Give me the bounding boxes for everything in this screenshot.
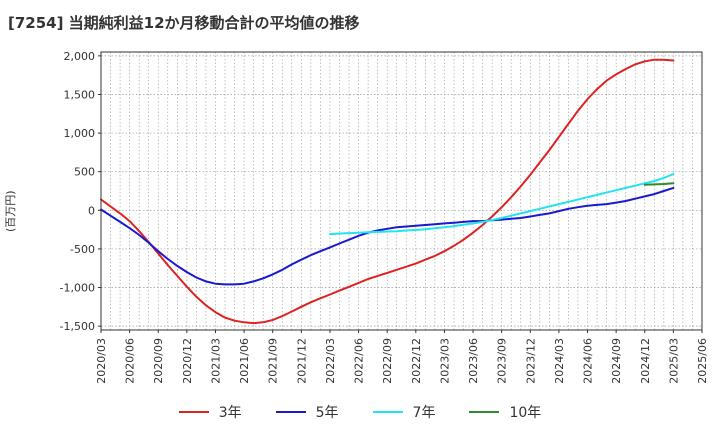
legend-label: 7年 [412,405,436,421]
legend-label: 5年 [315,405,339,421]
x-tick-label: 2024/12 [639,338,652,384]
x-tick-label: 2021/06 [238,338,251,384]
x-tick-label: 2022/06 [353,338,366,384]
legend-item: 5年 [275,402,339,422]
x-tick-label: 2022/12 [410,338,423,384]
series-line-10年 [643,182,675,186]
x-tick-label: 2020/06 [124,338,137,384]
y-tick-label: 1,000 [64,127,96,140]
series-line-3年 [100,58,675,325]
y-tick-label: 500 [74,166,95,179]
y-tick-label: -500 [70,243,95,256]
x-tick-label: 2023/12 [524,338,537,384]
y-tick-label: 1,500 [64,88,96,101]
x-tick-label: 2020/09 [152,338,165,384]
x-tick-label: 2021/03 [209,338,222,384]
x-tick-label: 2020/12 [181,338,194,384]
series-lines [100,58,675,325]
x-tick-label: 2021/12 [295,338,308,384]
legend-label: 3年 [218,405,242,421]
legend-swatch [275,411,306,413]
x-tick-label: 2024/03 [553,338,566,384]
legend-swatch [469,411,500,413]
x-tick-label: 2020/03 [95,338,108,384]
y-tick-labels: 2,000 1,500 1,000 500 0 -500 -1,000 -1,500 [60,50,101,333]
x-tick-label: 2024/06 [582,338,595,384]
x-tick-label: 2023/06 [467,338,480,384]
legend-swatch [178,411,209,413]
legend-swatch [372,411,403,413]
legend-item: 3年 [178,402,242,422]
x-tick-label: 2023/03 [438,338,451,384]
y-tick-label: 0 [88,204,95,217]
series-line-5年 [100,186,675,286]
x-tick-label: 2023/09 [496,338,509,384]
x-tick-label: 2022/03 [324,338,337,384]
y-tick-label: -1,000 [60,282,95,295]
legend-item: 7年 [372,402,436,422]
x-tick-label: 2021/09 [267,338,280,384]
legend-label: 10年 [509,405,542,421]
chart-title: [7254] 当期純利益12か月移動合計の平均値の推移 [8,14,360,32]
legend: 3年 5年 7年 10年 [0,402,720,422]
x-tick-label: 2022/09 [381,338,394,384]
y-tick-label: -1,500 [60,320,95,333]
x-tick-label: 2024/09 [610,338,623,384]
x-tick-labels: 2020/03 2020/06 2020/09 2020/12 2021/03 2021/… [95,330,709,384]
x-tick-label: 2025/06 [696,338,709,384]
x-tick-label: 2025/03 [667,338,680,384]
legend-item: 10年 [469,402,541,422]
grid-lines [100,52,703,330]
series-line-7年 [329,173,675,236]
y-tick-label: 2,000 [64,50,96,63]
plot-frame [100,51,703,331]
